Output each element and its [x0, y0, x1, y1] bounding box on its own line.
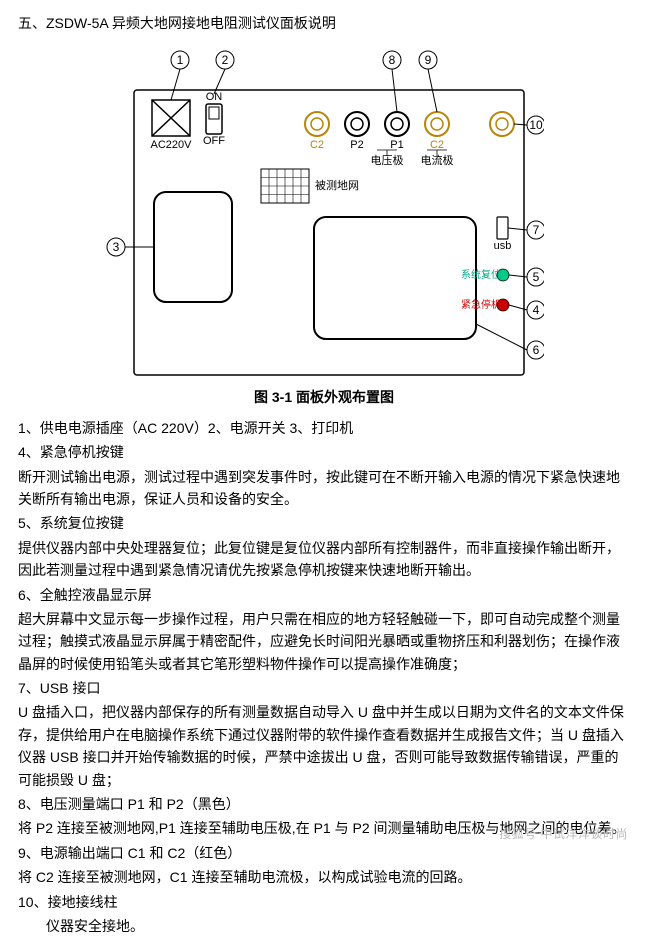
line-3: 断开测试输出电源，测试过程中遇到突发事件时，按此键可在不断开输入电源的情况下紧急… [18, 466, 630, 511]
line-4: 5、系统复位按键 [18, 512, 630, 534]
svg-text:6: 6 [533, 344, 540, 358]
svg-text:10: 10 [529, 119, 543, 133]
svg-text:usb: usb [494, 240, 512, 252]
svg-text:3: 3 [113, 241, 120, 255]
svg-text:9: 9 [425, 54, 432, 68]
svg-text:P2: P2 [350, 139, 363, 151]
line-12: 9、电源输出端口 C1 和 C2（红色） [18, 842, 630, 864]
line-7: 超大屏幕中文显示每一步操作过程，用户只需在相应的地方轻轻触碰一下，即可自动完成整… [18, 608, 630, 675]
svg-text:2: 2 [222, 54, 229, 68]
line-9: U 盘插入口，把仪器内部保存的所有测量数据自动导入 U 盘中并生成以日期为文件名… [18, 701, 630, 791]
svg-text:4: 4 [533, 304, 540, 318]
line-5: 提供仪器内部中央处理器复位；此复位键是复位仪器内部所有控制器件，而非直接操作输出… [18, 537, 630, 582]
line-1: 1、供电电源插座（AC 220V）2、电源开关 3、打印机 [18, 417, 630, 439]
svg-text:系统复位: 系统复位 [461, 268, 501, 281]
page-title: 五、ZSDW-5A 异频大地网接地电阻测试仪面板说明 [18, 12, 630, 34]
svg-text:5: 5 [533, 271, 540, 285]
diagram-caption: 图 3-1 面板外观布置图 [18, 386, 630, 408]
svg-text:8: 8 [389, 54, 396, 68]
svg-text:P1: P1 [390, 139, 403, 151]
line-10: 8、电压测量端口 P1 和 P2（黑色） [18, 793, 630, 815]
panel-diagram: AC220VONOFF被测地网C2P2P1C2电压极电流极usb系统复位紧急停机… [18, 42, 630, 382]
line-2: 4、紧急停机按键 [18, 441, 630, 463]
line-8: 7、USB 接口 [18, 677, 630, 699]
line-13: 将 C2 连接至被测地网，C1 连接至辅助电流极，以构成试验电流的回路。 [18, 866, 630, 888]
svg-text:7: 7 [533, 224, 540, 238]
svg-text:1: 1 [177, 54, 184, 68]
line-6: 6、全触控液晶显示屏 [18, 584, 630, 606]
svg-text:AC220V: AC220V [151, 139, 193, 151]
svg-text:C2: C2 [310, 139, 324, 151]
watermark: 搜狐号 中试洋洋谈时尚 [499, 825, 628, 844]
svg-text:紧急停机: 紧急停机 [461, 298, 501, 311]
svg-text:OFF: OFF [203, 135, 225, 147]
svg-text:C2: C2 [430, 139, 444, 151]
svg-text:被测地网: 被测地网 [315, 179, 359, 192]
line-14: 10、接地接线柱 [18, 891, 630, 913]
line-15: 仪器安全接地。 [18, 915, 630, 937]
